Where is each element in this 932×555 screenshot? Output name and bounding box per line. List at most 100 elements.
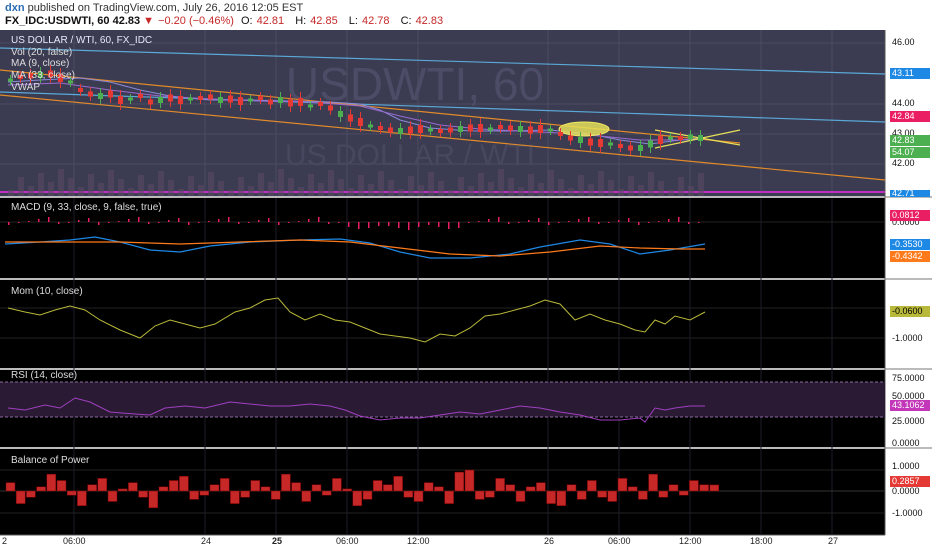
candle-body [68, 80, 73, 84]
time-tick: 12:00 [679, 536, 702, 546]
candle-body [418, 125, 423, 133]
macd-hist-bar [298, 221, 300, 222]
macd-hist-bar [138, 217, 140, 222]
time-tick: 24 [201, 536, 212, 546]
axis-tick: -1.0000 [892, 508, 923, 518]
candle-body [648, 140, 653, 148]
bop-tag: 0.2857 [890, 476, 930, 487]
macd-hist-bar [328, 222, 330, 224]
macd-hist-bar [18, 222, 20, 223]
highlight-ellipse[interactable] [558, 121, 610, 137]
macd-hist-bar [598, 222, 600, 224]
macd-hist-bar [218, 219, 220, 222]
vwap-indicator-label[interactable]: VWAP [11, 82, 41, 93]
macd-hist-bar [548, 222, 550, 225]
ohlc-line: FX_IDC:USDWTI, 60 42.83 ▼ −0.20 (−0.46%) … [5, 15, 451, 27]
volume-bar [88, 174, 94, 196]
macd-hist-bar [698, 222, 700, 223]
chart-canvas[interactable]: USDWTI, 60 US DOLLAR / WTI [0, 30, 932, 550]
yellow-cross-line-b[interactable] [654, 129, 741, 149]
candle-body [688, 134, 693, 140]
chart-header: dxn published on TradingView.com, July 2… [0, 0, 932, 30]
main-pane-bg [0, 30, 885, 196]
bop-bar [168, 480, 179, 492]
macd-hist-bar [578, 219, 580, 222]
ma9-indicator-label[interactable]: MA (9, close) [11, 58, 70, 69]
bop-bar [597, 490, 607, 498]
macd-hist-bar [368, 222, 370, 228]
time-tick: 06:00 [63, 536, 86, 546]
bop-bar [362, 490, 373, 500]
macd-hist-bar [308, 219, 310, 222]
axis-tick: 75.0000 [892, 373, 925, 383]
time-tick: 26 [544, 536, 555, 546]
vol-indicator-label[interactable]: Vol (20, false) [11, 47, 73, 58]
mom-pane-title[interactable]: Mom (10, close) [11, 286, 83, 297]
volume-bar [418, 185, 424, 196]
ma33-indicator-label[interactable]: MA (33, close) [11, 70, 75, 81]
candle-body [98, 93, 103, 99]
macd-hist-bar [568, 221, 570, 222]
bop-bar [107, 490, 118, 502]
macd-hist-bar [148, 222, 150, 224]
macd-hist-bar [418, 222, 420, 227]
candle-body [108, 90, 113, 98]
candle-body [518, 126, 523, 132]
middle-blue-trendline[interactable] [0, 91, 886, 123]
bop-bar [689, 480, 699, 492]
candle-body [588, 138, 593, 146]
macd-hist-bar [128, 219, 130, 222]
high-value: 42.85 [310, 15, 338, 27]
orange-channel-lower[interactable] [0, 94, 886, 181]
macd-hist-bar [58, 222, 60, 224]
axis-tick: -1.0000 [892, 333, 923, 343]
candle-body [558, 132, 563, 136]
symbol-label[interactable]: FX_IDC:USDWTI, 60 [5, 15, 110, 27]
bop-bar [678, 490, 689, 496]
volume-bar [608, 180, 614, 196]
bop-pane-title[interactable]: Balance of Power [11, 455, 90, 466]
volume-bar [188, 176, 194, 196]
bop-bar [525, 486, 536, 492]
volume-bar [238, 177, 244, 196]
axis-tick: 42.00 [892, 158, 915, 168]
volume-bar [598, 171, 604, 196]
upper-blue-trendline[interactable] [0, 47, 886, 75]
bop-bar [5, 482, 16, 492]
rsi-pane-title[interactable]: RSI (14, close) [11, 370, 78, 381]
volume-bar [158, 171, 164, 196]
price-change: −0.20 (−0.46%) [158, 15, 234, 27]
mom-pane-bg [0, 280, 885, 368]
volume-bar [8, 190, 14, 196]
macd-pane-title[interactable]: MACD (9, 33, close, 9, false, true) [11, 202, 162, 213]
volume-bar [638, 185, 644, 196]
bop-bar [138, 490, 148, 498]
candle-body [538, 125, 543, 133]
volume-bar [678, 177, 684, 196]
volume-bar [378, 171, 384, 196]
author-link[interactable]: dxn [5, 2, 25, 14]
axis-tick: 46.00 [892, 37, 915, 47]
bop-bar [546, 490, 556, 504]
volume-bar [668, 190, 674, 196]
bop-bar [576, 490, 587, 500]
yellow-cross-line-a[interactable] [654, 129, 741, 146]
bop-bar [454, 471, 465, 492]
bop-bar [423, 482, 434, 492]
macd-hist-bar [438, 222, 440, 227]
chart-area[interactable]: USDWTI, 60 US DOLLAR / WTI [0, 30, 932, 550]
axis-tick: 50.0000 [892, 391, 925, 401]
volume-bar [318, 183, 324, 196]
bop-bar [250, 480, 261, 492]
bop-bar [536, 482, 546, 492]
bop-bar [607, 490, 618, 502]
candle-body [268, 99, 273, 105]
volume-bar [328, 170, 334, 196]
macd-hist-bar [688, 222, 690, 224]
candle-body [218, 97, 223, 103]
candle-body [178, 96, 183, 104]
macd-hist-bar [378, 222, 380, 226]
macd-hist-bar [318, 217, 320, 222]
candle-body [18, 75, 23, 79]
time-tick: 25 [272, 536, 283, 546]
